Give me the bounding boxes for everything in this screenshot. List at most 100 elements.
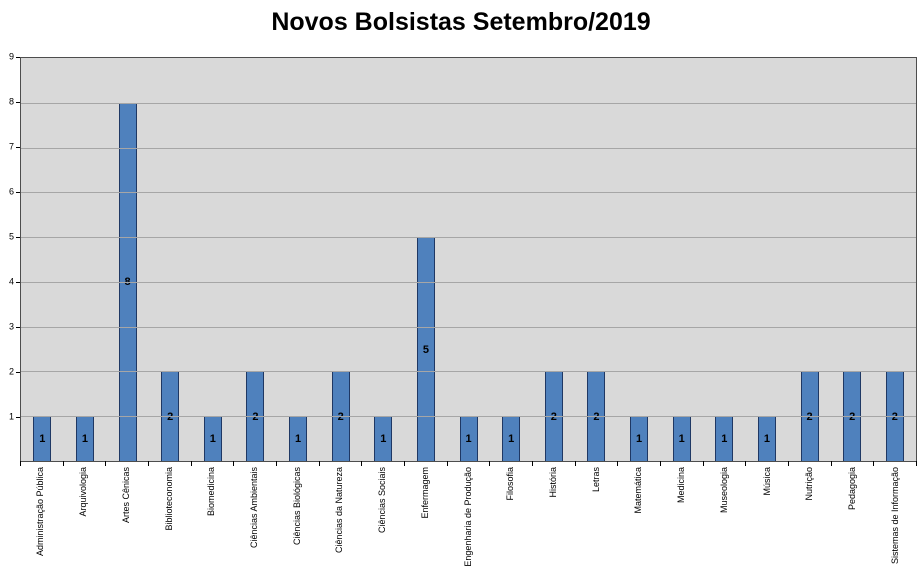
bar-slot: 1 [64, 58, 107, 461]
y-tick-mark [16, 237, 20, 238]
gridline [21, 237, 916, 239]
gridline [21, 192, 916, 194]
bar-slot: 1 [660, 58, 703, 461]
x-label-slot: Administração Pública [20, 467, 63, 580]
x-tick-label: Arquivologia [78, 467, 89, 517]
x-tick-mark [64, 461, 107, 466]
bar-value-label: 1 [763, 433, 770, 446]
x-tick-label: Ciências da Natureza [334, 467, 345, 554]
x-label-slot: Engenharia de Produção [447, 467, 490, 580]
x-tick-mark [576, 461, 619, 466]
bar-slot: 1 [490, 58, 533, 461]
x-tick-label: Pedagogia [847, 467, 858, 511]
y-tick-label: 6 [8, 186, 14, 197]
x-label-slot: Biblioteconomia [148, 467, 191, 580]
x-label-slot: Museologia [704, 467, 747, 580]
x-tick-label: Medicina [676, 467, 687, 504]
x-label-slot: Nutrição [789, 467, 832, 580]
x-label-slot: História [533, 467, 576, 580]
x-label-slot: Ciências Biológicas [276, 467, 319, 580]
x-label-slot: Enfermagem [404, 467, 447, 580]
bar-slot: 1 [618, 58, 661, 461]
y-tick-label: 9 [8, 51, 14, 62]
bar-slot: 2 [575, 58, 618, 461]
x-axis: Administração Pública Arquivologia Artes C… [20, 467, 917, 580]
x-tick-label: Filosofia [505, 467, 516, 501]
y-tick-mark [16, 147, 20, 148]
x-label-slot: Pedagogia [832, 467, 875, 580]
x-tick-mark [618, 461, 662, 466]
bar-slot: 5 [405, 58, 448, 461]
x-tick-mark [21, 461, 64, 466]
bar-slot: 1 [447, 58, 490, 461]
y-tick-label: 4 [8, 276, 14, 287]
bar-slot: 1 [21, 58, 64, 461]
x-tick-label: Matemática [633, 467, 644, 514]
bar: 1 [459, 416, 478, 461]
bar: 5 [416, 237, 435, 461]
bar-value-label: 1 [209, 433, 216, 446]
x-tick-mark [874, 461, 918, 466]
x-tick-label: Ciências Biológicas [291, 467, 302, 546]
bar-slot: 1 [362, 58, 405, 461]
bar: 1 [203, 416, 222, 461]
x-tick-label: Artes Cênicas [120, 467, 131, 524]
x-tick-mark [789, 461, 832, 466]
bar-value-label: 1 [380, 433, 387, 446]
x-tick-mark [106, 461, 150, 466]
x-tick-label: Sistemas de Informação [889, 467, 900, 565]
x-tick-label: Biblioteconomia [163, 467, 174, 531]
x-tick-mark [490, 461, 534, 466]
bar: 1 [757, 416, 776, 461]
x-tick-mark [320, 461, 363, 466]
bar-value-label: 1 [295, 433, 302, 446]
bar-value-label: 1 [678, 433, 685, 446]
bar-value-label: 1 [508, 433, 515, 446]
x-label-slot: Biomedicina [191, 467, 234, 580]
x-tick-mark [661, 461, 704, 466]
y-tick-mark [16, 372, 20, 373]
x-tick-mark [192, 461, 235, 466]
x-tick-label: Biomedicina [206, 467, 217, 517]
bar: 1 [502, 416, 521, 461]
bar-slot: 2 [874, 58, 917, 461]
bar: 1 [630, 416, 649, 461]
y-tick-mark [16, 192, 20, 193]
x-tick-label: Enfermagem [419, 467, 430, 519]
gridline [21, 326, 916, 328]
x-tick-mark [704, 461, 747, 466]
bar: 1 [33, 416, 52, 461]
x-tick-label: Museologia [718, 467, 729, 514]
x-tick-label: Letras [590, 467, 601, 493]
gridline [21, 281, 916, 283]
y-tick-mark [16, 327, 20, 328]
y-tick-label: 7 [8, 141, 14, 152]
bar-slot: 2 [831, 58, 874, 461]
bar: 1 [289, 416, 308, 461]
gridline [21, 371, 916, 373]
x-label-slot: Medicina [661, 467, 704, 580]
y-tick-mark [16, 57, 20, 58]
bar: 1 [672, 416, 691, 461]
x-tick-label: Ciências Sociais [377, 467, 388, 534]
bar-slot: 2 [533, 58, 576, 461]
y-tick-label: 8 [8, 96, 14, 107]
bar: 1 [374, 416, 393, 461]
gridline [21, 147, 916, 149]
x-tick-label: Engenharia de Produção [462, 467, 473, 567]
bar-slot: 1 [277, 58, 320, 461]
y-tick-mark [16, 102, 20, 103]
bar-slot: 1 [703, 58, 746, 461]
bar-value-label: 1 [636, 433, 643, 446]
x-tick-mark [362, 461, 406, 466]
chart-title: Novos Bolsistas Setembro/2019 [271, 8, 651, 36]
bar-slot: 1 [192, 58, 235, 461]
x-label-slot: Artes Cênicas [105, 467, 148, 580]
y-tick-mark [16, 417, 20, 418]
bar-value-label: 1 [81, 433, 88, 446]
x-label-slot: Ciências da Natureza [319, 467, 362, 580]
bar-slot: 8 [106, 58, 149, 461]
